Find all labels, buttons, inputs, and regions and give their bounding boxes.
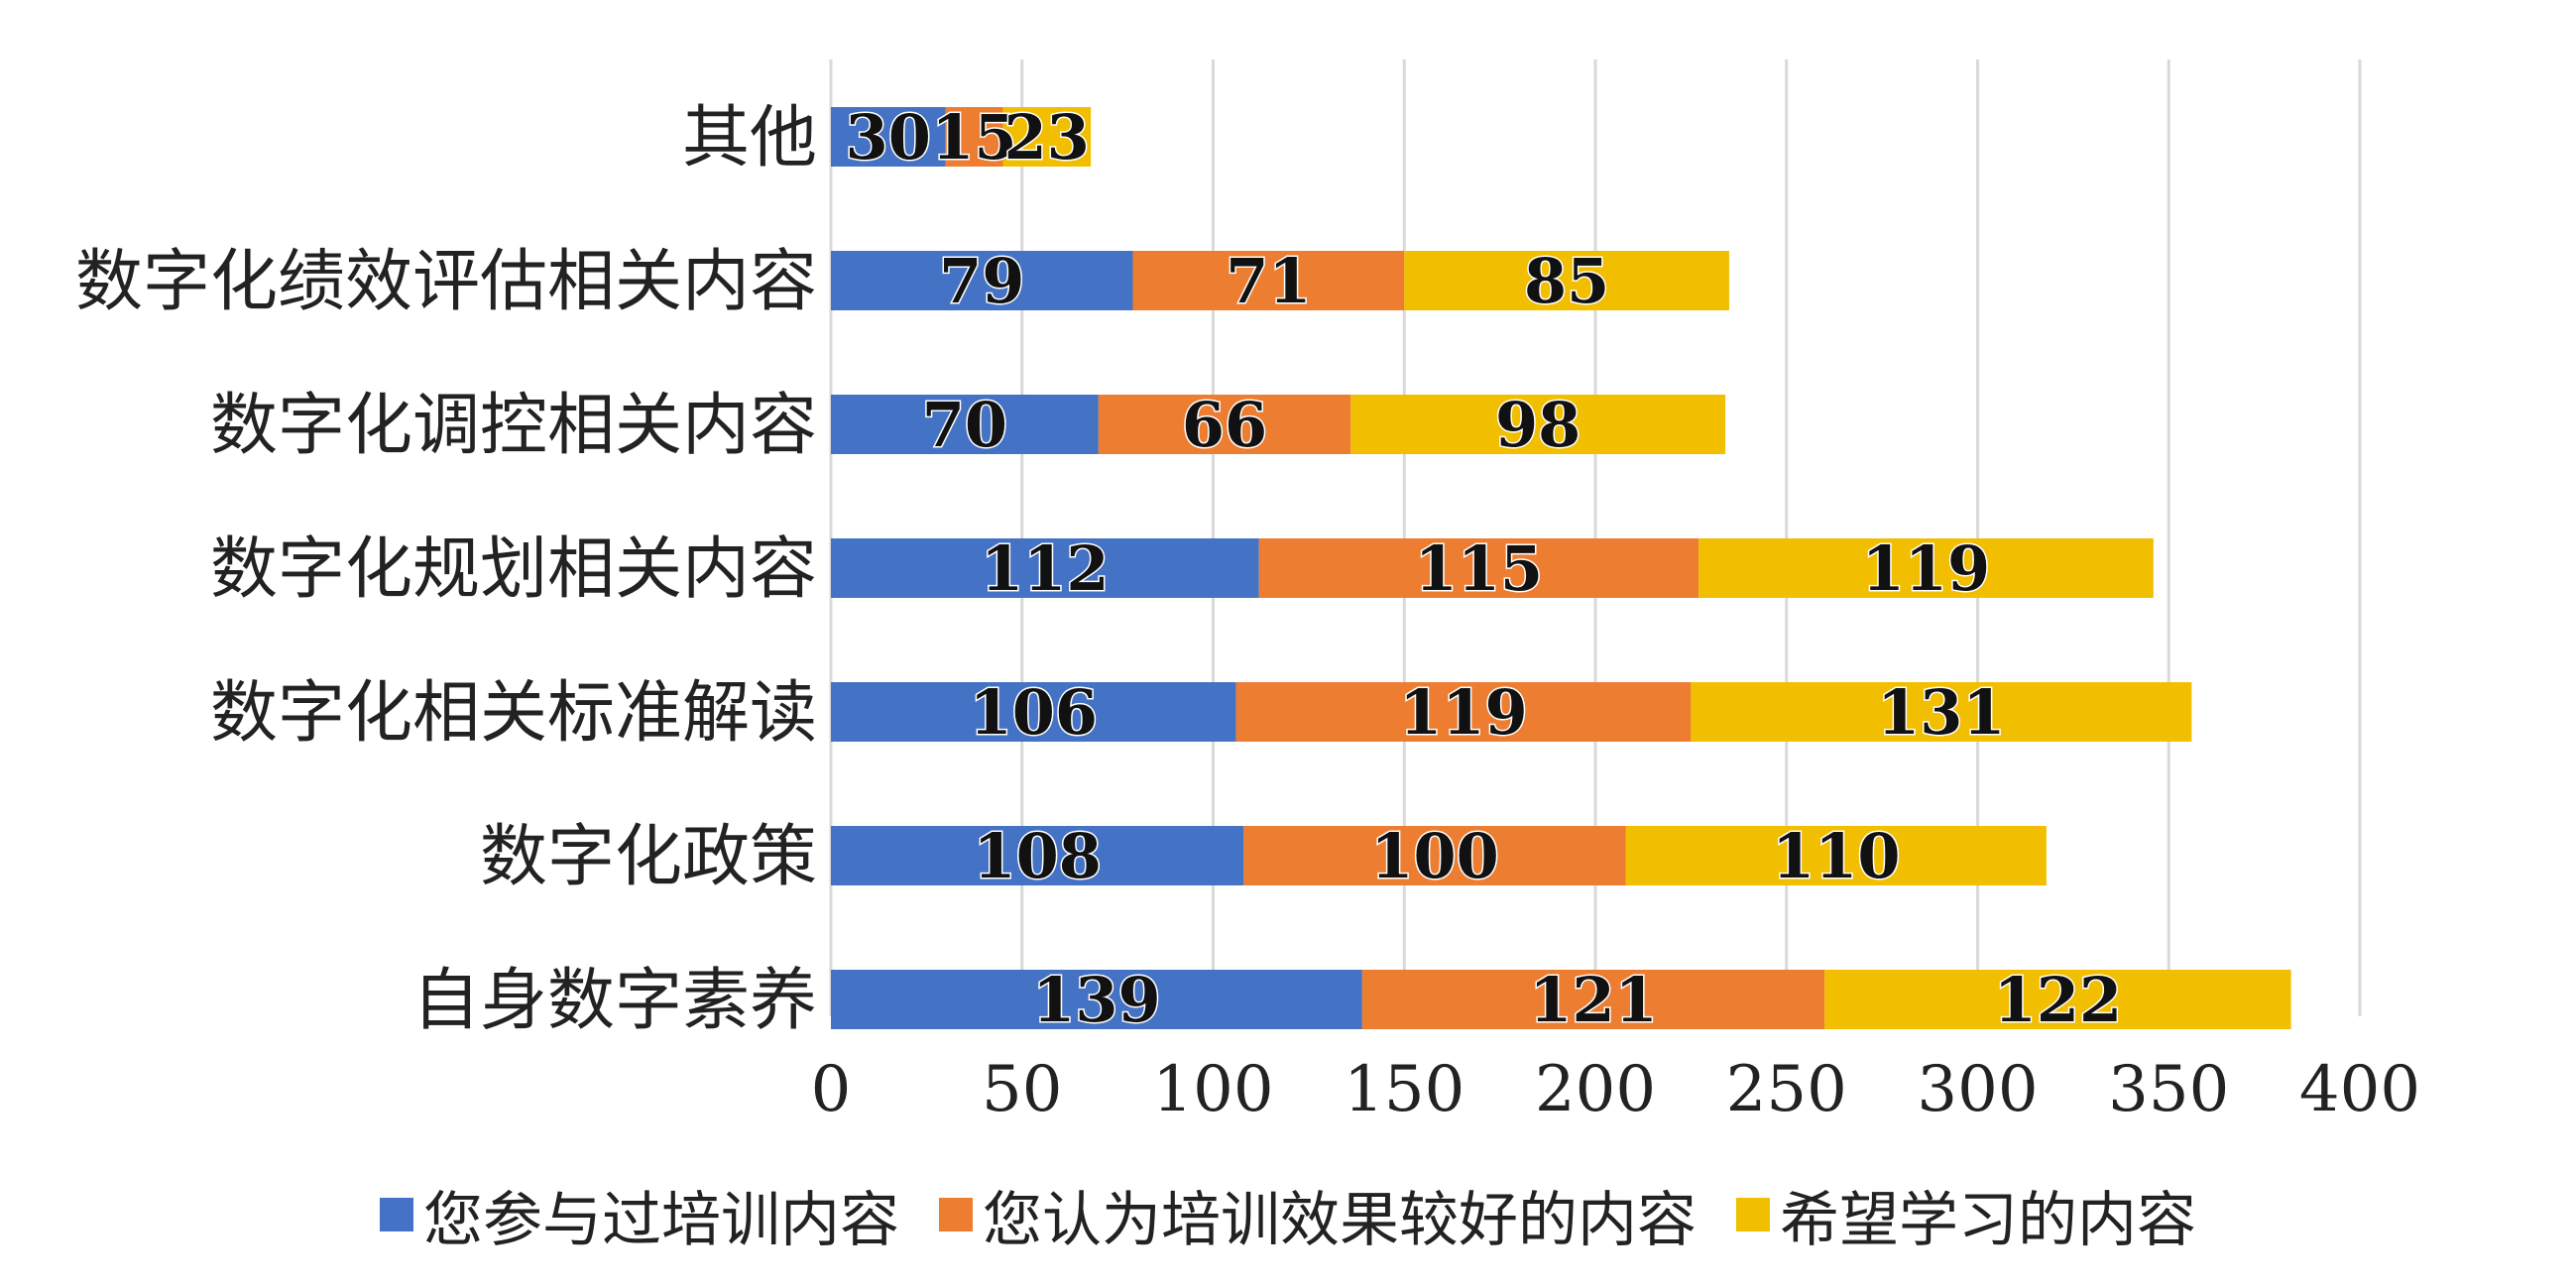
- bar-segment: [1625, 826, 2047, 885]
- data-label: 108: [973, 820, 1101, 892]
- category-label: 数字化政策: [480, 818, 817, 896]
- gridlines: [829, 59, 2362, 1016]
- bar-segment: [1404, 251, 1729, 310]
- data-label: 70: [922, 389, 1007, 461]
- bar-segment: [1132, 251, 1405, 310]
- bar-segment: [1243, 826, 1626, 885]
- x-tick-label: 400: [2299, 1053, 2420, 1126]
- legend: 您参与过培训内容 您认为培训效果较好的内容 希望学习的内容: [0, 1160, 2576, 1269]
- data-label: 66: [1182, 389, 1267, 461]
- x-tick-label: 300: [1917, 1053, 2038, 1126]
- bar-segment: [1350, 395, 1726, 454]
- category-label: 数字化规划相关内容: [210, 530, 817, 609]
- data-label: 98: [1495, 389, 1581, 461]
- data-label: 71: [1226, 245, 1311, 317]
- bar-segment: [831, 538, 1259, 598]
- category-label: 数字化调控相关内容: [210, 387, 817, 465]
- data-label: 122: [1994, 964, 2122, 1036]
- legend-label: 您认为培训效果较好的内容: [983, 1185, 1697, 1255]
- bar-segment: [1235, 682, 1692, 742]
- x-tick-labels: 0 50 100 150 200 250 300 350 400: [811, 1053, 2420, 1126]
- bar-segment: [1691, 682, 2192, 742]
- data-label: 115: [1415, 532, 1543, 605]
- data-label: 79: [939, 245, 1024, 317]
- data-label: 23: [1004, 101, 1090, 174]
- legend-swatch: [939, 1198, 973, 1231]
- data-label: 30: [846, 101, 931, 174]
- bar-segment: [831, 251, 1133, 310]
- bar-segment: [831, 682, 1236, 742]
- bar-segment: [1824, 970, 2291, 1029]
- data-label: 106: [970, 676, 1098, 749]
- data-label: 139: [1032, 964, 1160, 1036]
- x-tick-label: 100: [1152, 1053, 1273, 1126]
- x-tick-label: 250: [1726, 1053, 1847, 1126]
- category-labels: 其他数字化绩效评估相关内容数字化调控相关内容数字化规划相关内容数字化相关标准解读…: [75, 99, 817, 1040]
- data-label: 112: [981, 532, 1109, 605]
- data-label: 131: [1877, 676, 2005, 749]
- bar-segment: [831, 107, 946, 167]
- x-tick-label: 0: [811, 1053, 852, 1126]
- legend-label: 希望学习的内容: [1780, 1185, 2196, 1255]
- category-label: 数字化绩效评估相关内容: [75, 243, 817, 321]
- legend-swatch: [380, 1198, 413, 1231]
- x-tick-label: 50: [982, 1053, 1062, 1126]
- data-label: 119: [1399, 676, 1527, 749]
- x-tick-label: 150: [1344, 1053, 1464, 1126]
- bar-segment: [1361, 970, 1825, 1029]
- bar-segment: [1098, 395, 1351, 454]
- category-label: 其他: [682, 99, 817, 177]
- category-label: 自身数字素养: [412, 962, 817, 1040]
- bar-segment: [945, 107, 1003, 167]
- bar-segment: [831, 970, 1362, 1029]
- legend-swatch: [1736, 1198, 1770, 1231]
- legend-label: 您参与过培训内容: [423, 1185, 899, 1255]
- data-label: 110: [1772, 820, 1900, 892]
- x-tick-label: 200: [1535, 1053, 1656, 1126]
- category-label: 数字化相关标准解读: [210, 674, 817, 753]
- data-label: 15: [931, 101, 1016, 174]
- legend-item: 您参与过培训内容: [380, 1172, 899, 1258]
- data-label: 85: [1524, 245, 1609, 317]
- bar-segment: [1698, 538, 2154, 598]
- x-tick-label: 350: [2108, 1053, 2229, 1126]
- legend-item: 您认为培训效果较好的内容: [939, 1172, 1697, 1258]
- bar-segment: [1258, 538, 1699, 598]
- bar-segment: [1002, 107, 1092, 167]
- data-label: 100: [1370, 820, 1498, 892]
- bars: [831, 107, 2291, 1029]
- data-label: 121: [1529, 964, 1657, 1036]
- bar-segment: [831, 826, 1244, 885]
- legend-item: 希望学习的内容: [1736, 1172, 2196, 1258]
- data-label: 119: [1862, 532, 1990, 605]
- bar-segment: [831, 395, 1099, 454]
